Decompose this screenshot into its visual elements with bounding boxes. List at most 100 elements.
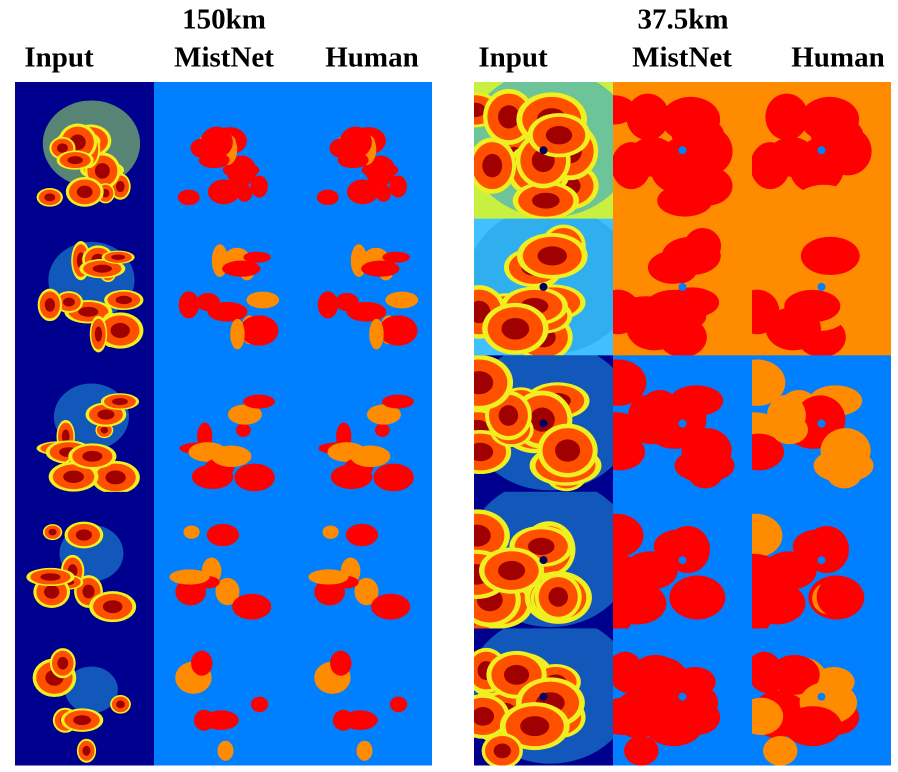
echo: [482, 154, 502, 177]
echo: [532, 193, 560, 209]
segment: [369, 319, 383, 350]
radar-content: [154, 219, 293, 356]
radar-content: [600, 628, 752, 765]
echo: [116, 296, 132, 304]
echo: [465, 371, 493, 394]
radar-content: [730, 82, 891, 219]
echo: [111, 254, 125, 259]
echo: [548, 587, 568, 607]
echo: [538, 246, 567, 265]
echo: [95, 163, 110, 178]
segment: [178, 190, 200, 206]
segment: [762, 551, 816, 590]
segment: [243, 395, 275, 409]
radar-site: [540, 420, 548, 428]
echo: [502, 318, 530, 340]
echo: [105, 471, 125, 485]
figure: 150km Input MistNet Human 37.5km Input M…: [0, 0, 898, 772]
radar-image: [15, 492, 154, 629]
segment: [645, 706, 703, 746]
radar-content: [154, 82, 293, 219]
radar-image: [596, 219, 752, 358]
segment: [662, 237, 721, 275]
panel-title: 150km: [182, 4, 266, 36]
radar-image: [729, 355, 891, 492]
radar-site: [540, 146, 548, 154]
radar-site: [818, 146, 826, 154]
radar-image: [15, 628, 154, 765]
echo: [57, 657, 68, 670]
radar-image: [154, 219, 293, 356]
segment: [184, 525, 200, 538]
echo: [499, 405, 518, 426]
radar-content: [154, 628, 293, 765]
segment: [207, 524, 239, 546]
echo: [82, 451, 102, 462]
echo: [498, 105, 519, 128]
segment: [191, 651, 212, 676]
echo: [468, 443, 494, 461]
echo: [40, 573, 60, 581]
echo: [73, 715, 91, 725]
segment: [350, 446, 390, 467]
segment: [750, 142, 790, 189]
segment: [169, 569, 209, 584]
segment: [624, 736, 658, 766]
segment: [243, 252, 271, 263]
radar-content: [293, 355, 432, 492]
column-header: MistNet: [174, 42, 274, 74]
segment: [196, 293, 220, 311]
radar-image: [15, 219, 154, 356]
echo: [95, 326, 102, 341]
radar-site: [540, 556, 548, 564]
segment: [611, 142, 651, 189]
segment: [230, 319, 244, 350]
radar-content: [596, 219, 752, 358]
echo: [546, 126, 572, 144]
segment: [203, 710, 238, 730]
background: [154, 492, 293, 629]
segment: [373, 464, 413, 492]
segment: [346, 524, 378, 546]
echo: [463, 103, 485, 118]
echo: [57, 143, 68, 152]
segment: [211, 446, 251, 467]
echo: [82, 585, 94, 599]
radar-content: [452, 206, 634, 361]
column-header: Human: [325, 42, 418, 74]
radar-image: [154, 355, 293, 492]
radar-image: [293, 219, 432, 356]
echo: [112, 398, 128, 405]
echo: [101, 427, 108, 434]
radar-site: [679, 556, 687, 564]
echo: [528, 538, 555, 555]
radar-site: [679, 283, 687, 291]
echo: [77, 186, 93, 198]
segment: [796, 185, 851, 217]
radar-site: [540, 283, 548, 291]
segment: [784, 706, 842, 746]
segment: [763, 736, 797, 766]
radar-image: [735, 219, 891, 358]
segment: [817, 577, 856, 617]
segment: [382, 252, 410, 263]
segment: [246, 292, 279, 309]
radar-content: [293, 82, 432, 219]
segment: [678, 577, 717, 617]
segment: [222, 261, 260, 277]
echo: [67, 156, 82, 164]
radar-image: [293, 628, 432, 765]
radar-content: [729, 355, 891, 492]
segment: [801, 237, 860, 275]
segment: [199, 152, 230, 168]
segment: [308, 569, 348, 584]
segment: [361, 261, 399, 277]
radar-content: [15, 219, 154, 356]
segment: [217, 741, 233, 761]
echo: [97, 410, 114, 420]
segment: [766, 307, 821, 350]
echo: [116, 181, 125, 192]
image-grid: [15, 70, 891, 769]
echo: [82, 746, 90, 756]
radar-image: [591, 82, 752, 219]
